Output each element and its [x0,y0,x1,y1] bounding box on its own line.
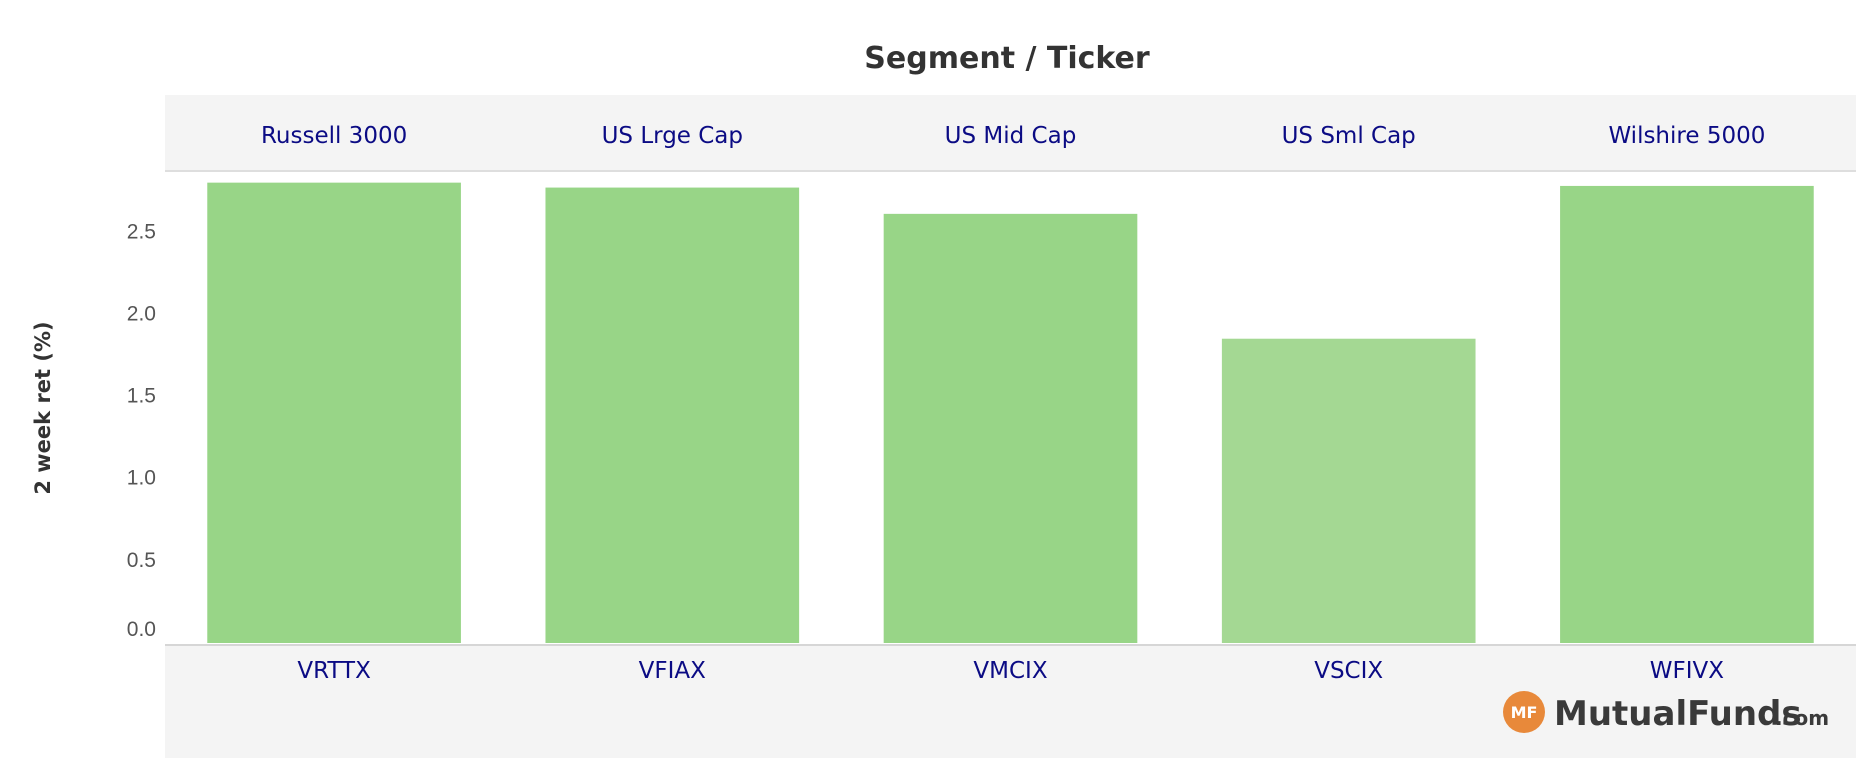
segment-header-label: Wilshire 5000 [1608,123,1765,149]
y-tick-label: 1.0 [127,467,156,490]
bar [883,213,1138,643]
x-tick-label: VFIAX [639,658,706,684]
x-tick-label: VMCIX [973,658,1047,684]
segment-header-label: US Mid Cap [945,123,1077,149]
segment-header-label: Russell 3000 [261,123,407,149]
y-axis-label: 2 week ret (%) [31,321,55,494]
y-tick-label: 0.5 [127,549,156,572]
x-tick-label: WFIVX [1650,658,1724,684]
bar [1221,338,1476,643]
x-axis-ticks: VRTTX VFIAX VMCIX VSCIX WFIVX [297,658,1724,684]
segment-header-label: US Sml Cap [1282,123,1416,149]
y-tick-label: 2.5 [127,220,156,243]
segment-header-label: US Lrge Cap [602,123,743,149]
mutualfunds-logo: MF MutualFunds .com [1503,691,1829,734]
bar [1560,185,1814,643]
mf-badge-icon [1503,691,1545,733]
y-tick-label: 2.0 [127,302,156,325]
header-band [165,95,1856,170]
footer-band [165,646,1856,758]
y-tick-label: 1.5 [127,385,156,408]
bars [207,182,1814,644]
logo-name: MutualFunds [1554,694,1802,734]
logo-suffix: .com [1775,706,1829,730]
logo-badge: MF [1511,703,1538,722]
x-tick-label: VRTTX [297,658,371,684]
y-axis-ticks: 0.0 0.5 1.0 1.5 2.0 2.5 [127,220,156,641]
y-tick-label: 0.0 [127,618,156,641]
segment-headers: Russell 3000 US Lrge Cap US Mid Cap US Sml … [261,123,1765,149]
chart-title: Segment / Ticker [864,41,1150,76]
bar [545,187,800,644]
x-tick-label: VSCIX [1314,658,1383,684]
bar [207,182,461,643]
